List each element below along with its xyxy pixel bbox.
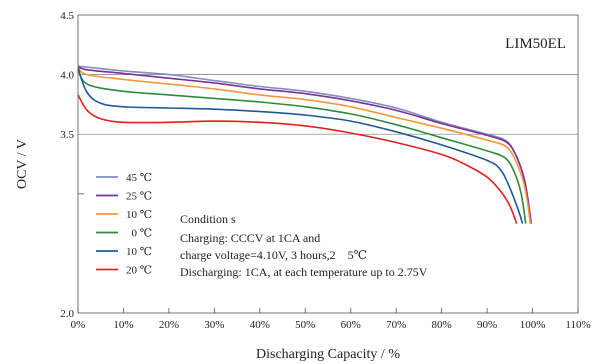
legend-label: 45 ℃ xyxy=(126,172,152,184)
legend-label: 10 ℃ xyxy=(126,209,152,221)
x-tick-label: 10% xyxy=(113,319,133,331)
series-line-5 xyxy=(77,68,524,224)
conditions-line-2: charge voltage=4.10V, 3 hours,2 5℃ xyxy=(180,248,367,262)
grid-layer xyxy=(78,74,578,195)
x-tick-label: 70% xyxy=(386,319,406,331)
x-tick-label: 60% xyxy=(341,319,361,331)
plot-frame xyxy=(77,14,579,314)
x-tick-label: 20% xyxy=(159,319,179,331)
y-tick-label: 3.5 xyxy=(60,129,74,141)
x-tick-label: 100% xyxy=(520,319,546,331)
conditions-line-1: Charging: CCCV at 1CA and xyxy=(180,231,320,245)
tick-layer: 0% 10% 20% 30% 40% 50% 60% 70% 80% 90% 100% 110% 4.5… xyxy=(60,10,590,331)
model-label: LIM50EL xyxy=(505,36,566,52)
x-tick-label: 110% xyxy=(565,319,590,331)
y-tick-label: 2.0 xyxy=(60,308,74,320)
series-layer xyxy=(77,65,532,224)
series-line-6 xyxy=(77,94,518,224)
x-tick-label: 90% xyxy=(477,319,497,331)
legend: 45 ℃ 25 ℃ 10 ℃ 0 ℃ 10 ℃ 20 ℃ xyxy=(96,172,152,277)
conditions-line-3: Discharging: 1CA, at each temperature up… xyxy=(180,265,428,279)
series-line-3 xyxy=(77,66,532,224)
series-line-2 xyxy=(77,65,532,224)
x-tick-label: 50% xyxy=(295,319,315,331)
x-tick-label: 30% xyxy=(204,319,224,331)
conditions-box: Condition s Charging: CCCV at 1CA and ch… xyxy=(180,212,428,279)
legend-label: 20 ℃ xyxy=(126,265,152,277)
legend-label: 10 ℃ xyxy=(126,246,152,258)
x-tick-label: 0% xyxy=(71,319,86,331)
series-line-4 xyxy=(77,67,527,224)
conditions-title: Condition s xyxy=(180,212,236,226)
legend-label: 25 ℃ xyxy=(126,191,152,203)
y-tick-label: 4.5 xyxy=(60,10,74,22)
x-axis-title: Discharging Capacity / % xyxy=(256,347,400,362)
y-axis-title: OCV / V xyxy=(15,139,30,189)
legend-label: 0 ℃ xyxy=(131,228,152,240)
x-tick-label: 80% xyxy=(432,319,452,331)
x-tick-label: 40% xyxy=(250,319,270,331)
y-tick-label: 4.0 xyxy=(60,70,74,82)
